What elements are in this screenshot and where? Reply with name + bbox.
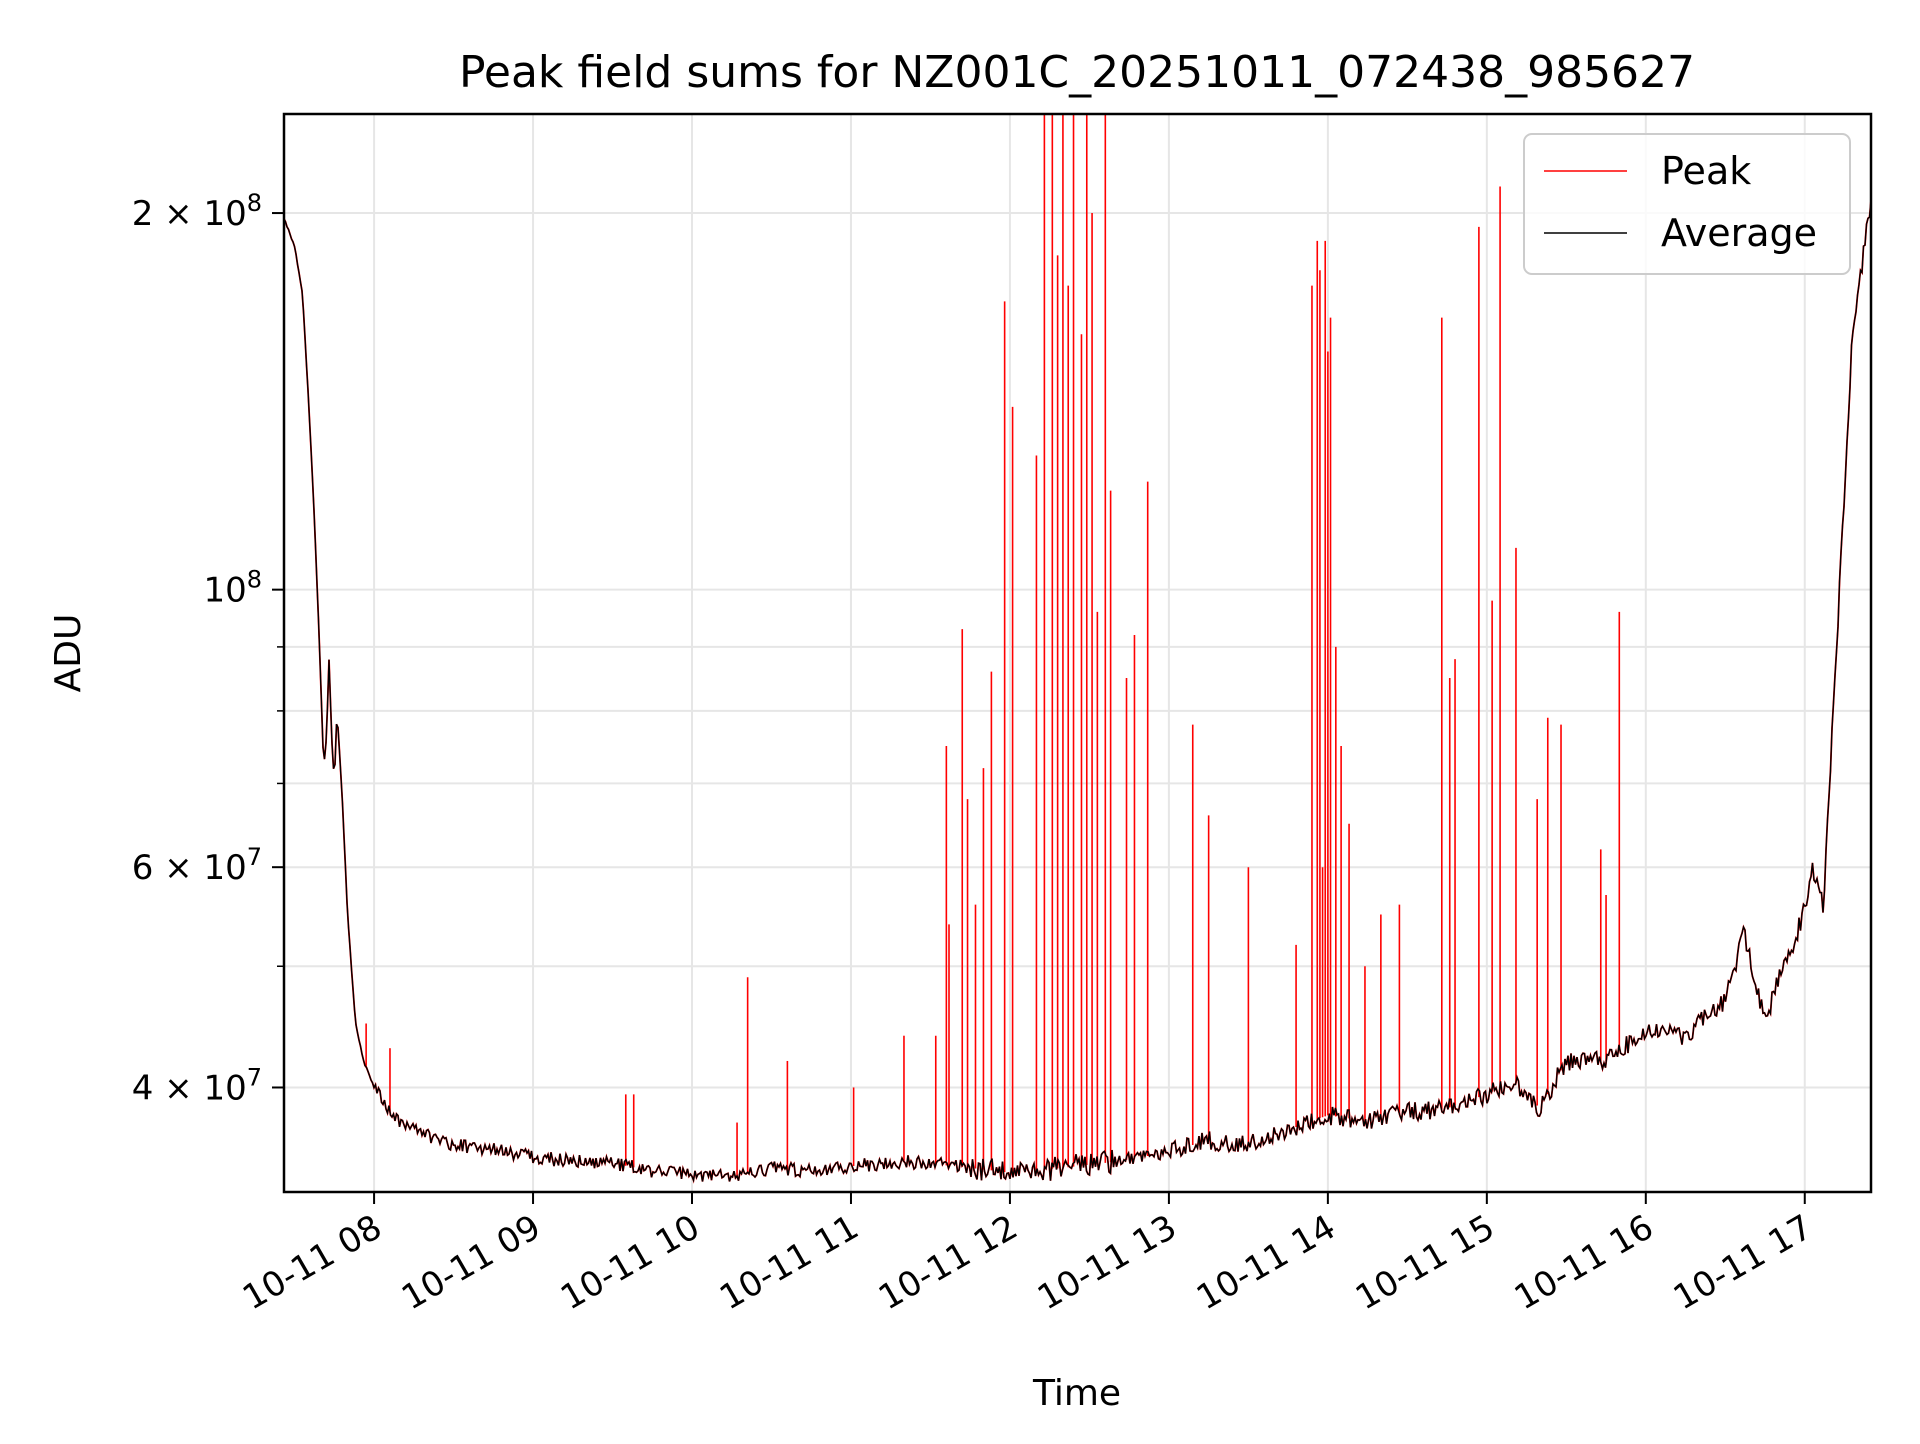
y-tick-label: 2 × 108 xyxy=(132,189,262,234)
legend-box xyxy=(1523,133,1851,275)
legend: Peak Average xyxy=(1523,133,1851,275)
legend-label-peak: Peak xyxy=(1661,149,1751,193)
average-line xyxy=(284,200,1871,1184)
y-axis-label: ADU xyxy=(48,614,89,693)
plot-frame xyxy=(282,112,1873,1194)
legend-label-average: Average xyxy=(1661,211,1817,255)
series-group xyxy=(284,114,1871,1184)
y-tick-label: 108 xyxy=(203,566,262,611)
chart-title: Peak field sums for NZ001C_20251011_0724… xyxy=(459,47,1695,98)
x-axis-label: Time xyxy=(1032,1373,1121,1414)
y-tick-label: 4 × 107 xyxy=(132,1063,262,1108)
y-tick-label: 6 × 107 xyxy=(132,843,262,888)
plot-area xyxy=(284,114,1871,1184)
y-axis-ticks: 4 × 107 6 × 107 108 2 × 108 xyxy=(132,189,284,1108)
